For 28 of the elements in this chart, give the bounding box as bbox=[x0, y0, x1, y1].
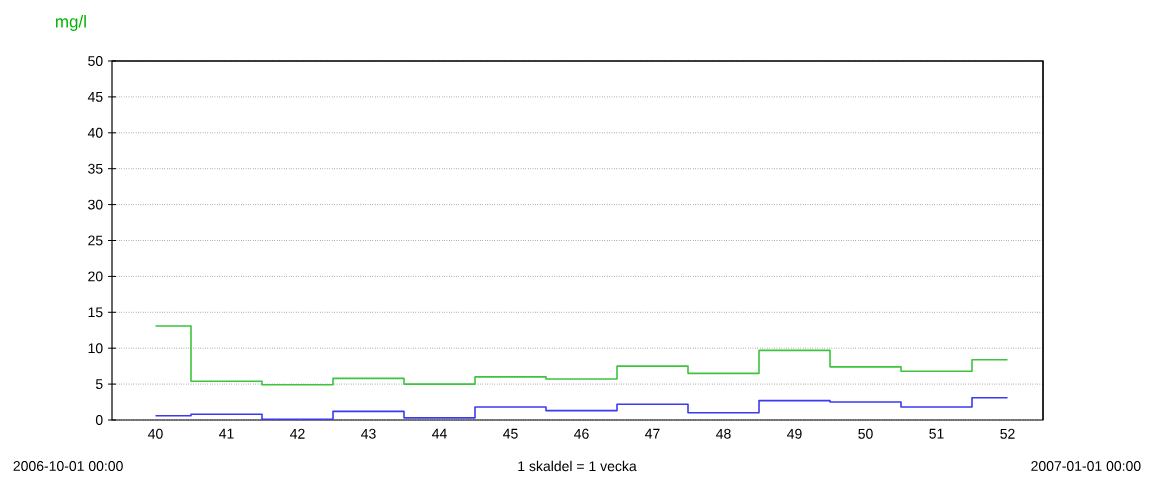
x-tick-label: 47 bbox=[645, 428, 660, 439]
y-tick-label: 0 bbox=[95, 415, 103, 425]
x-tick-label: 48 bbox=[716, 428, 731, 439]
x-tick-label: 51 bbox=[929, 428, 944, 439]
x-tick-label: 45 bbox=[503, 428, 518, 439]
text: 1 skaldel = 1 vecka bbox=[518, 460, 637, 472]
x-tick-label: 43 bbox=[361, 428, 376, 439]
y-tick-label: 35 bbox=[88, 163, 103, 174]
text: 2007-01-01 00:00 bbox=[1031, 461, 1141, 471]
y-tick-label: 5 bbox=[95, 379, 103, 389]
x-tick-label: 42 bbox=[290, 428, 305, 439]
y-tick-label: 45 bbox=[87, 92, 103, 102]
y-tick-label: 40 bbox=[87, 127, 103, 138]
y-tick-label: 25 bbox=[88, 235, 103, 246]
text: 2006-10-01 00:00 bbox=[13, 461, 123, 471]
y-tick-label: 10 bbox=[88, 343, 103, 354]
x-tick-label: 49 bbox=[787, 428, 802, 439]
y-tick-label: 30 bbox=[88, 199, 103, 210]
y-axis-title: mg/l bbox=[55, 15, 86, 31]
y-tick-label: 15 bbox=[88, 307, 103, 318]
x-tick-label: 41 bbox=[219, 428, 234, 439]
x-tick-label: 40 bbox=[148, 428, 163, 439]
y-tick-label: 20 bbox=[88, 271, 103, 282]
x-tick-label: 52 bbox=[1000, 428, 1015, 439]
x-tick-label: 50 bbox=[858, 428, 873, 439]
x-tick-label: 46 bbox=[574, 428, 589, 439]
x-tick-label: 44 bbox=[432, 428, 447, 439]
y-tick-label: 50 bbox=[88, 56, 103, 66]
